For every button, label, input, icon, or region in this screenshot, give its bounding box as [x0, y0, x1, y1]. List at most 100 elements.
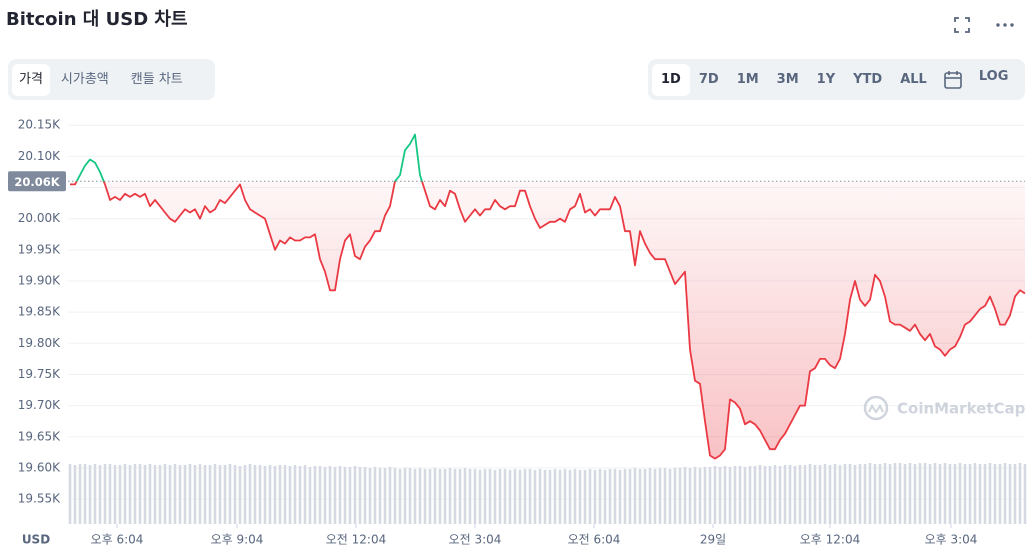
volume-bar	[298, 465, 302, 524]
volume-bar	[948, 463, 952, 524]
range-group: 1D 7D 1M 3M 1Y YTD ALL LOG	[648, 59, 1025, 100]
volume-bar	[588, 468, 592, 524]
volume-bar	[598, 468, 602, 524]
volume-bar	[78, 463, 82, 524]
volume-bar	[513, 468, 517, 524]
volume-bar	[963, 463, 967, 524]
volume-bar	[183, 464, 187, 524]
volume-bar	[653, 468, 657, 524]
reference-label-box	[8, 171, 66, 192]
volume-bar	[728, 466, 732, 524]
volume-bar	[703, 466, 707, 524]
range-button[interactable]: 1Y	[816, 71, 836, 87]
volume-bar	[288, 465, 292, 524]
more-button[interactable]	[994, 14, 1016, 36]
volume-bar	[783, 464, 787, 524]
volume-bar	[368, 467, 372, 524]
calendar-button[interactable]	[936, 70, 970, 90]
volume-bar	[333, 466, 337, 524]
volume-bar	[998, 463, 1002, 524]
volume-bar	[778, 465, 782, 524]
y-tick-label: 19.65K	[18, 429, 61, 443]
volume-bar	[478, 469, 482, 524]
volume-bar	[108, 463, 112, 524]
volume-bar	[733, 465, 737, 524]
volume-bar	[683, 466, 687, 524]
volume-bar	[738, 465, 742, 524]
volume-bar	[308, 466, 312, 524]
volume-bar	[953, 463, 957, 524]
range-button[interactable]: 7D	[698, 71, 719, 87]
tab[interactable]: 캔들 차트	[130, 71, 183, 87]
volume-bar	[898, 463, 902, 524]
volume-bar	[548, 469, 552, 524]
volume-bar	[663, 467, 667, 524]
volume-bar	[228, 463, 232, 524]
volume-bar	[678, 467, 682, 524]
volume-bar	[853, 464, 857, 524]
volume-bar	[463, 467, 467, 524]
volume-bar	[918, 463, 922, 524]
x-tick-label: 오전 3:04	[449, 533, 502, 547]
volume-bar	[1003, 463, 1007, 524]
volume-bar	[983, 463, 987, 524]
volume-bar	[928, 463, 932, 524]
volume-bar	[543, 469, 547, 524]
volume-bar	[528, 468, 532, 524]
volume-bar	[68, 463, 72, 524]
volume-bar	[803, 464, 807, 524]
log-button[interactable]: LOG	[978, 68, 1009, 84]
fullscreen-button[interactable]	[951, 14, 973, 36]
volume-bar	[688, 467, 692, 524]
volume-bar	[533, 469, 537, 524]
volume-bar	[863, 463, 867, 524]
y-tick-label: 19.85K	[18, 305, 61, 319]
y-tick-label: 19.70K	[18, 398, 61, 412]
volume-bar	[318, 465, 322, 524]
volume-bar	[323, 466, 327, 524]
tab[interactable]: 시가총액	[60, 71, 109, 87]
volume-bar	[93, 463, 97, 524]
volume-bar	[903, 463, 907, 524]
volume-bar	[923, 463, 927, 524]
range-button[interactable]: 1M	[736, 71, 759, 87]
volume-bar	[823, 463, 827, 524]
y-tick-label: 19.75K	[18, 367, 61, 381]
x-tick-label: 오전 12:04	[326, 533, 386, 547]
volume-bar	[868, 463, 872, 524]
volume-bar	[128, 464, 132, 524]
currency-label: USD	[22, 533, 50, 547]
x-tick-label: 29일	[700, 533, 726, 547]
volume-bar	[448, 467, 452, 524]
volume-bar	[833, 463, 837, 524]
range-button[interactable]: 3M	[776, 71, 799, 87]
volume-bar	[843, 463, 847, 524]
volume-bar	[573, 468, 577, 524]
price-area	[70, 181, 1025, 459]
volume-bar	[383, 467, 387, 524]
volume-bar	[888, 463, 892, 524]
range-button[interactable]: YTD	[853, 71, 883, 87]
range-button[interactable]: ALL	[900, 71, 927, 87]
volume-bar	[638, 468, 642, 524]
volume-bar	[908, 463, 912, 524]
volume-bar	[563, 468, 567, 524]
volume-bar	[408, 467, 412, 524]
volume-bar	[723, 465, 727, 524]
volume-bar	[458, 468, 462, 524]
volume-bar	[593, 469, 597, 524]
tab[interactable]: 가격	[12, 63, 50, 96]
volume-bar	[238, 465, 242, 524]
volume-bar	[153, 464, 157, 524]
x-tick-label: 오후 12:04	[800, 533, 860, 547]
y-tick-label: 20.10K	[18, 149, 61, 163]
volume-bar	[353, 465, 357, 524]
volume-bar	[143, 464, 147, 524]
volume-bar	[273, 465, 277, 524]
range-button[interactable]: 1D	[652, 63, 690, 96]
volume-bar	[313, 465, 317, 524]
y-tick-label: 19.80K	[18, 336, 61, 350]
volume-bar	[148, 463, 152, 524]
y-tick-label: 19.90K	[18, 274, 61, 288]
